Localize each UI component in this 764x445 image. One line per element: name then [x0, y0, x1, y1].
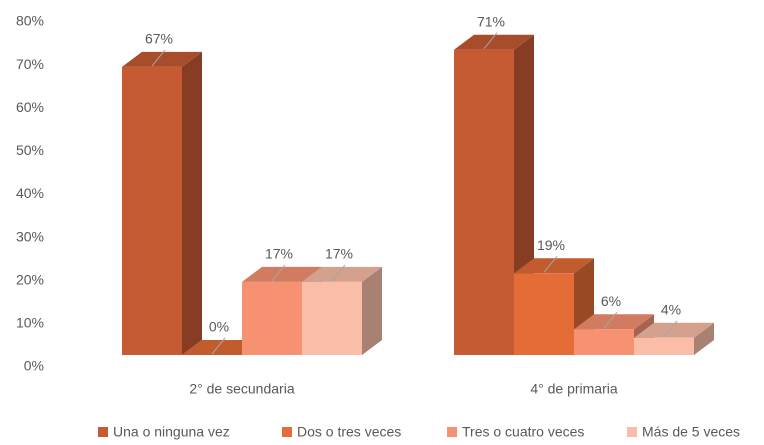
y-tick-label: 60% — [16, 99, 44, 115]
leader-line — [331, 264, 346, 282]
bar-top — [454, 34, 534, 50]
leader-line — [543, 255, 558, 273]
bar — [514, 273, 574, 355]
y-tick-label: 50% — [16, 142, 44, 158]
y-tick-label: 70% — [16, 56, 44, 72]
bar-top — [634, 322, 714, 338]
bar-side — [182, 51, 202, 356]
data-label: 71% — [477, 13, 505, 29]
data-label: 0% — [209, 319, 229, 335]
y-tick-label: 0% — [24, 358, 44, 374]
legend-label: Tres o cuatro veces — [462, 424, 584, 440]
y-tick-label: 80% — [16, 13, 44, 29]
legend-swatch — [98, 427, 108, 437]
bar-top — [302, 266, 382, 282]
x-tick-label: 4° de primaria — [530, 381, 618, 397]
legend-swatch — [282, 427, 292, 437]
bar — [574, 329, 634, 355]
bar — [454, 49, 514, 355]
legend-swatch — [447, 427, 457, 437]
data-label: 6% — [601, 293, 621, 309]
leader-line — [603, 311, 618, 329]
legend-label: Una o ninguna vez — [113, 424, 230, 440]
bar — [634, 337, 694, 355]
leader-line — [211, 337, 226, 355]
bar — [242, 281, 302, 355]
x-tick-label: 2° de secundaria — [189, 381, 294, 397]
data-label: 17% — [325, 246, 353, 262]
bar-side — [362, 266, 382, 355]
data-label: 4% — [661, 302, 681, 318]
y-tick-label: 30% — [16, 228, 44, 244]
data-label: 67% — [145, 31, 173, 47]
leader-line — [483, 32, 498, 50]
bar-top — [242, 266, 322, 282]
y-tick-label: 20% — [16, 271, 44, 287]
leader-line — [663, 320, 678, 338]
bar-side — [694, 322, 714, 355]
bar — [302, 281, 362, 355]
legend-label: Más de 5 veces — [642, 424, 740, 440]
legend-label: Dos o tres veces — [297, 424, 401, 440]
legend-swatch — [627, 427, 637, 437]
leader-line — [271, 264, 286, 282]
bar-top — [574, 314, 654, 330]
leader-line — [151, 49, 166, 67]
data-label: 17% — [265, 246, 293, 262]
bar-top — [122, 51, 202, 67]
bar-top — [514, 258, 594, 274]
bar — [122, 66, 182, 356]
data-label: 19% — [537, 237, 565, 253]
y-tick-label: 10% — [16, 315, 44, 331]
y-tick-label: 40% — [16, 185, 44, 201]
